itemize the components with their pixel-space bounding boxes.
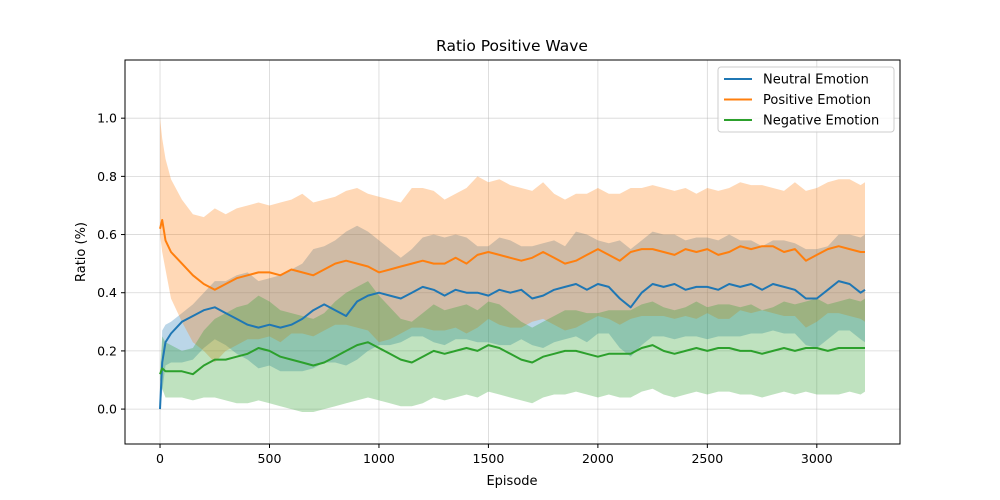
- x-tick-label: 3000: [801, 451, 833, 466]
- x-axis-label: Episode: [486, 474, 537, 489]
- negative-emotion-line: [159, 341, 865, 376]
- chart-title: Ratio Positive Wave: [436, 37, 588, 55]
- y-axis: 0.0 0.2 0.4 0.6 0.8 1.0: [97, 111, 125, 417]
- x-tick-label: 1000: [363, 451, 395, 466]
- x-tick-label: 500: [258, 451, 282, 466]
- legend-box: [717, 66, 895, 133]
- x-tick-label: 1500: [473, 451, 505, 466]
- series-lines: [159, 219, 866, 410]
- y-tick-label: 1.0: [97, 111, 117, 126]
- positive-emotion-band: [160, 118, 865, 363]
- x-axis: 0 500 1000 1500 2000 2500 3000: [156, 444, 833, 466]
- legend-label-negative-emotion: Negative Emotion: [763, 114, 879, 129]
- neutral-emotion-band: [160, 225, 865, 410]
- y-tick-label: 0.6: [97, 227, 117, 242]
- neutral-emotion-line: [159, 280, 866, 410]
- x-tick-label: 2500: [691, 451, 723, 466]
- y-tick-label: 0.2: [97, 343, 117, 358]
- legend-label-neutral-emotion: Neutral Emotion: [763, 73, 869, 88]
- confidence-bands: [160, 118, 865, 412]
- y-axis-label: Ratio (%): [74, 222, 89, 282]
- x-tick-label: 0: [156, 451, 164, 466]
- x-tick-label: 2000: [582, 451, 614, 466]
- y-tick-label: 0.8: [97, 169, 117, 184]
- positive-emotion-line: [159, 219, 865, 291]
- legend: Neutral Emotion Positive Emotion Negative …: [717, 66, 895, 133]
- y-tick-label: 0.0: [97, 402, 117, 417]
- y-tick-label: 0.4: [97, 285, 117, 300]
- legend-label-positive-emotion: Positive Emotion: [763, 93, 871, 108]
- negative-emotion-band: [160, 281, 865, 412]
- grid: [125, 60, 900, 444]
- plot-frame: [124, 59, 901, 445]
